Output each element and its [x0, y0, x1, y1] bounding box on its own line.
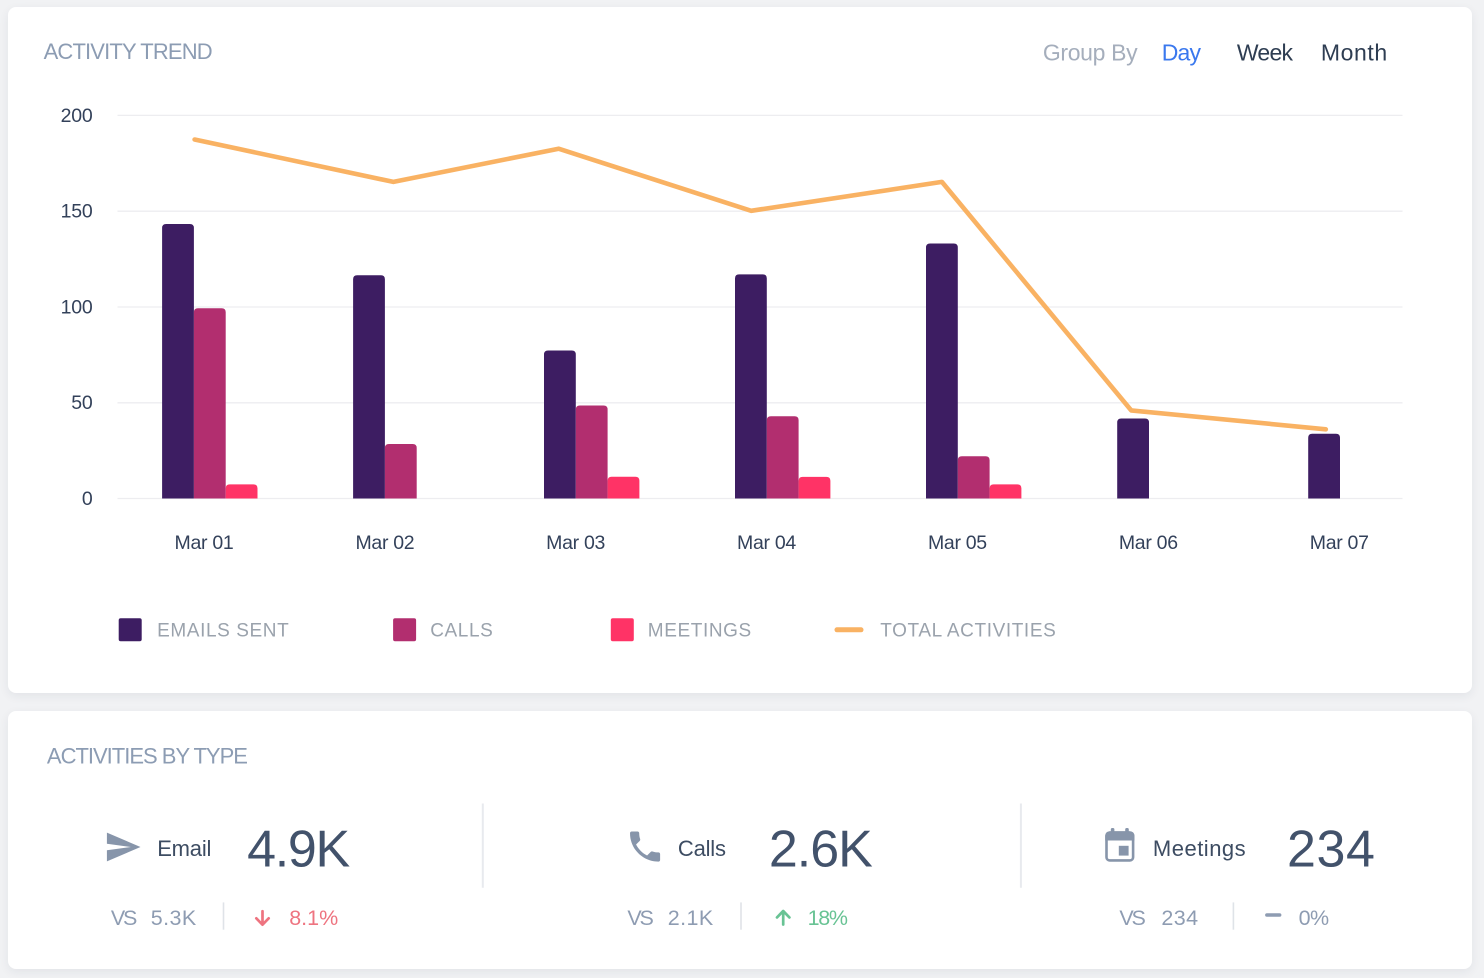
svg-text:MEETINGS: MEETINGS — [648, 620, 752, 641]
svg-text:EMAILS SENT: EMAILS SENT — [157, 620, 289, 641]
svg-text:ACTIVITIES BY TYPE: ACTIVITIES BY TYPE — [47, 743, 247, 768]
svg-text:VS: VS — [1119, 906, 1145, 930]
svg-text:234: 234 — [1161, 906, 1198, 930]
svg-text:0: 0 — [82, 488, 93, 510]
svg-text:ACTIVITY TREND: ACTIVITY TREND — [44, 39, 212, 64]
svg-text:5.3K: 5.3K — [151, 906, 197, 930]
svg-text:Mar 04: Mar 04 — [737, 532, 796, 554]
svg-text:2.6K: 2.6K — [769, 821, 873, 879]
svg-text:CALLS: CALLS — [430, 620, 493, 641]
svg-text:VS: VS — [627, 906, 653, 930]
svg-text:0%: 0% — [1299, 906, 1329, 930]
svg-text:Calls: Calls — [678, 836, 726, 861]
svg-text:234: 234 — [1287, 821, 1376, 879]
svg-text:Meetings: Meetings — [1153, 836, 1246, 861]
svg-text:Mar 07: Mar 07 — [1310, 532, 1369, 554]
svg-text:100: 100 — [61, 296, 93, 318]
svg-text:50: 50 — [71, 392, 93, 414]
svg-text:4.9K: 4.9K — [247, 821, 350, 879]
svg-text:Month: Month — [1321, 40, 1388, 66]
svg-text:18%: 18% — [808, 906, 848, 930]
svg-text:Mar 01: Mar 01 — [175, 532, 234, 554]
svg-text:Mar 06: Mar 06 — [1119, 532, 1178, 554]
svg-text:Mar 02: Mar 02 — [355, 532, 414, 554]
svg-text:150: 150 — [61, 201, 93, 223]
svg-text:Mar 05: Mar 05 — [928, 532, 987, 554]
svg-text:200: 200 — [61, 105, 93, 127]
svg-text:Email: Email — [157, 836, 211, 861]
svg-text:2.1K: 2.1K — [668, 906, 714, 930]
svg-text:Day: Day — [1162, 40, 1202, 66]
svg-text:TOTAL ACTIVITIES: TOTAL ACTIVITIES — [880, 620, 1056, 641]
svg-text:Group By: Group By — [1043, 40, 1138, 66]
svg-text:VS: VS — [111, 906, 137, 930]
svg-text:8.1%: 8.1% — [289, 906, 338, 930]
svg-text:Mar 03: Mar 03 — [546, 532, 605, 554]
svg-text:Week: Week — [1237, 40, 1294, 66]
